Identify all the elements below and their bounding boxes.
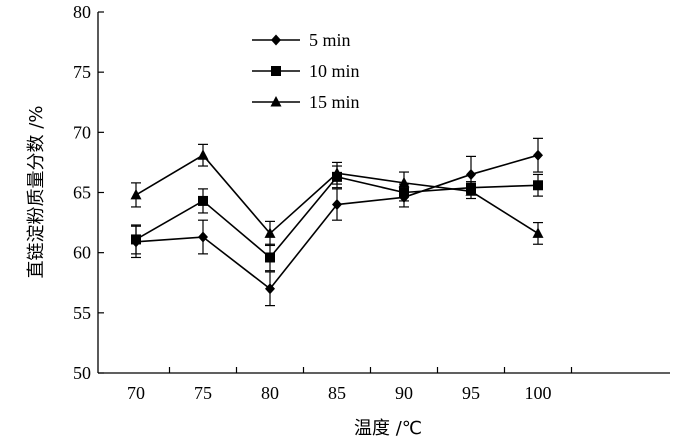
data-point (264, 227, 276, 238)
x-tick-label: 80 (261, 383, 279, 403)
y-tick-labels: 50 55 60 65 70 75 80 (73, 2, 91, 383)
legend-marker (271, 34, 281, 46)
y-tick-label: 60 (73, 243, 91, 263)
data-point (465, 185, 477, 196)
x-tick-label: 85 (328, 383, 346, 403)
legend-label: 15 min (309, 92, 360, 112)
series-layer (130, 137, 544, 307)
y-tick-label: 50 (73, 363, 91, 383)
data-point (265, 252, 275, 263)
y-tick-label: 55 (73, 303, 91, 323)
y-tick-label: 70 (73, 122, 91, 142)
y-tick-label: 80 (73, 2, 91, 22)
data-point (197, 149, 209, 160)
x-tick-label: 75 (194, 383, 212, 403)
x-tick-label: 95 (462, 383, 480, 403)
data-point (130, 188, 142, 200)
x-tick-label: 100 (525, 383, 552, 403)
data-point (532, 227, 544, 238)
y-axis-title: 直链淀粉质量分数 /% (26, 106, 47, 279)
y-tick-label: 65 (73, 183, 91, 203)
data-point (533, 149, 543, 161)
legend-label: 5 min (309, 30, 351, 50)
legend-item: 10 min (252, 61, 360, 81)
legend: 5 min 10 min 15 min (252, 30, 360, 112)
legend-marker (271, 66, 281, 76)
x-tick-label: 90 (395, 383, 413, 403)
data-point (198, 231, 208, 243)
x-tick-labels: 70 75 80 85 90 95 100 (127, 383, 552, 403)
data-point (265, 283, 275, 295)
legend-item: 15 min (252, 92, 360, 112)
x-axis-title: 温度 /℃ (354, 418, 422, 439)
data-point (332, 199, 342, 211)
y-tick-label: 75 (73, 62, 91, 82)
legend-label: 10 min (309, 61, 360, 81)
data-point (198, 195, 208, 206)
legend-item: 5 min (252, 30, 351, 50)
axes (97, 12, 670, 374)
legend-marker (270, 96, 282, 107)
data-point (533, 180, 543, 191)
data-point (131, 234, 141, 245)
tick-marks (98, 11, 573, 374)
series-triangle (130, 143, 544, 247)
data-point (331, 167, 343, 178)
x-tick-label: 70 (127, 383, 145, 403)
data-point (466, 168, 476, 180)
data-point (398, 176, 410, 188)
